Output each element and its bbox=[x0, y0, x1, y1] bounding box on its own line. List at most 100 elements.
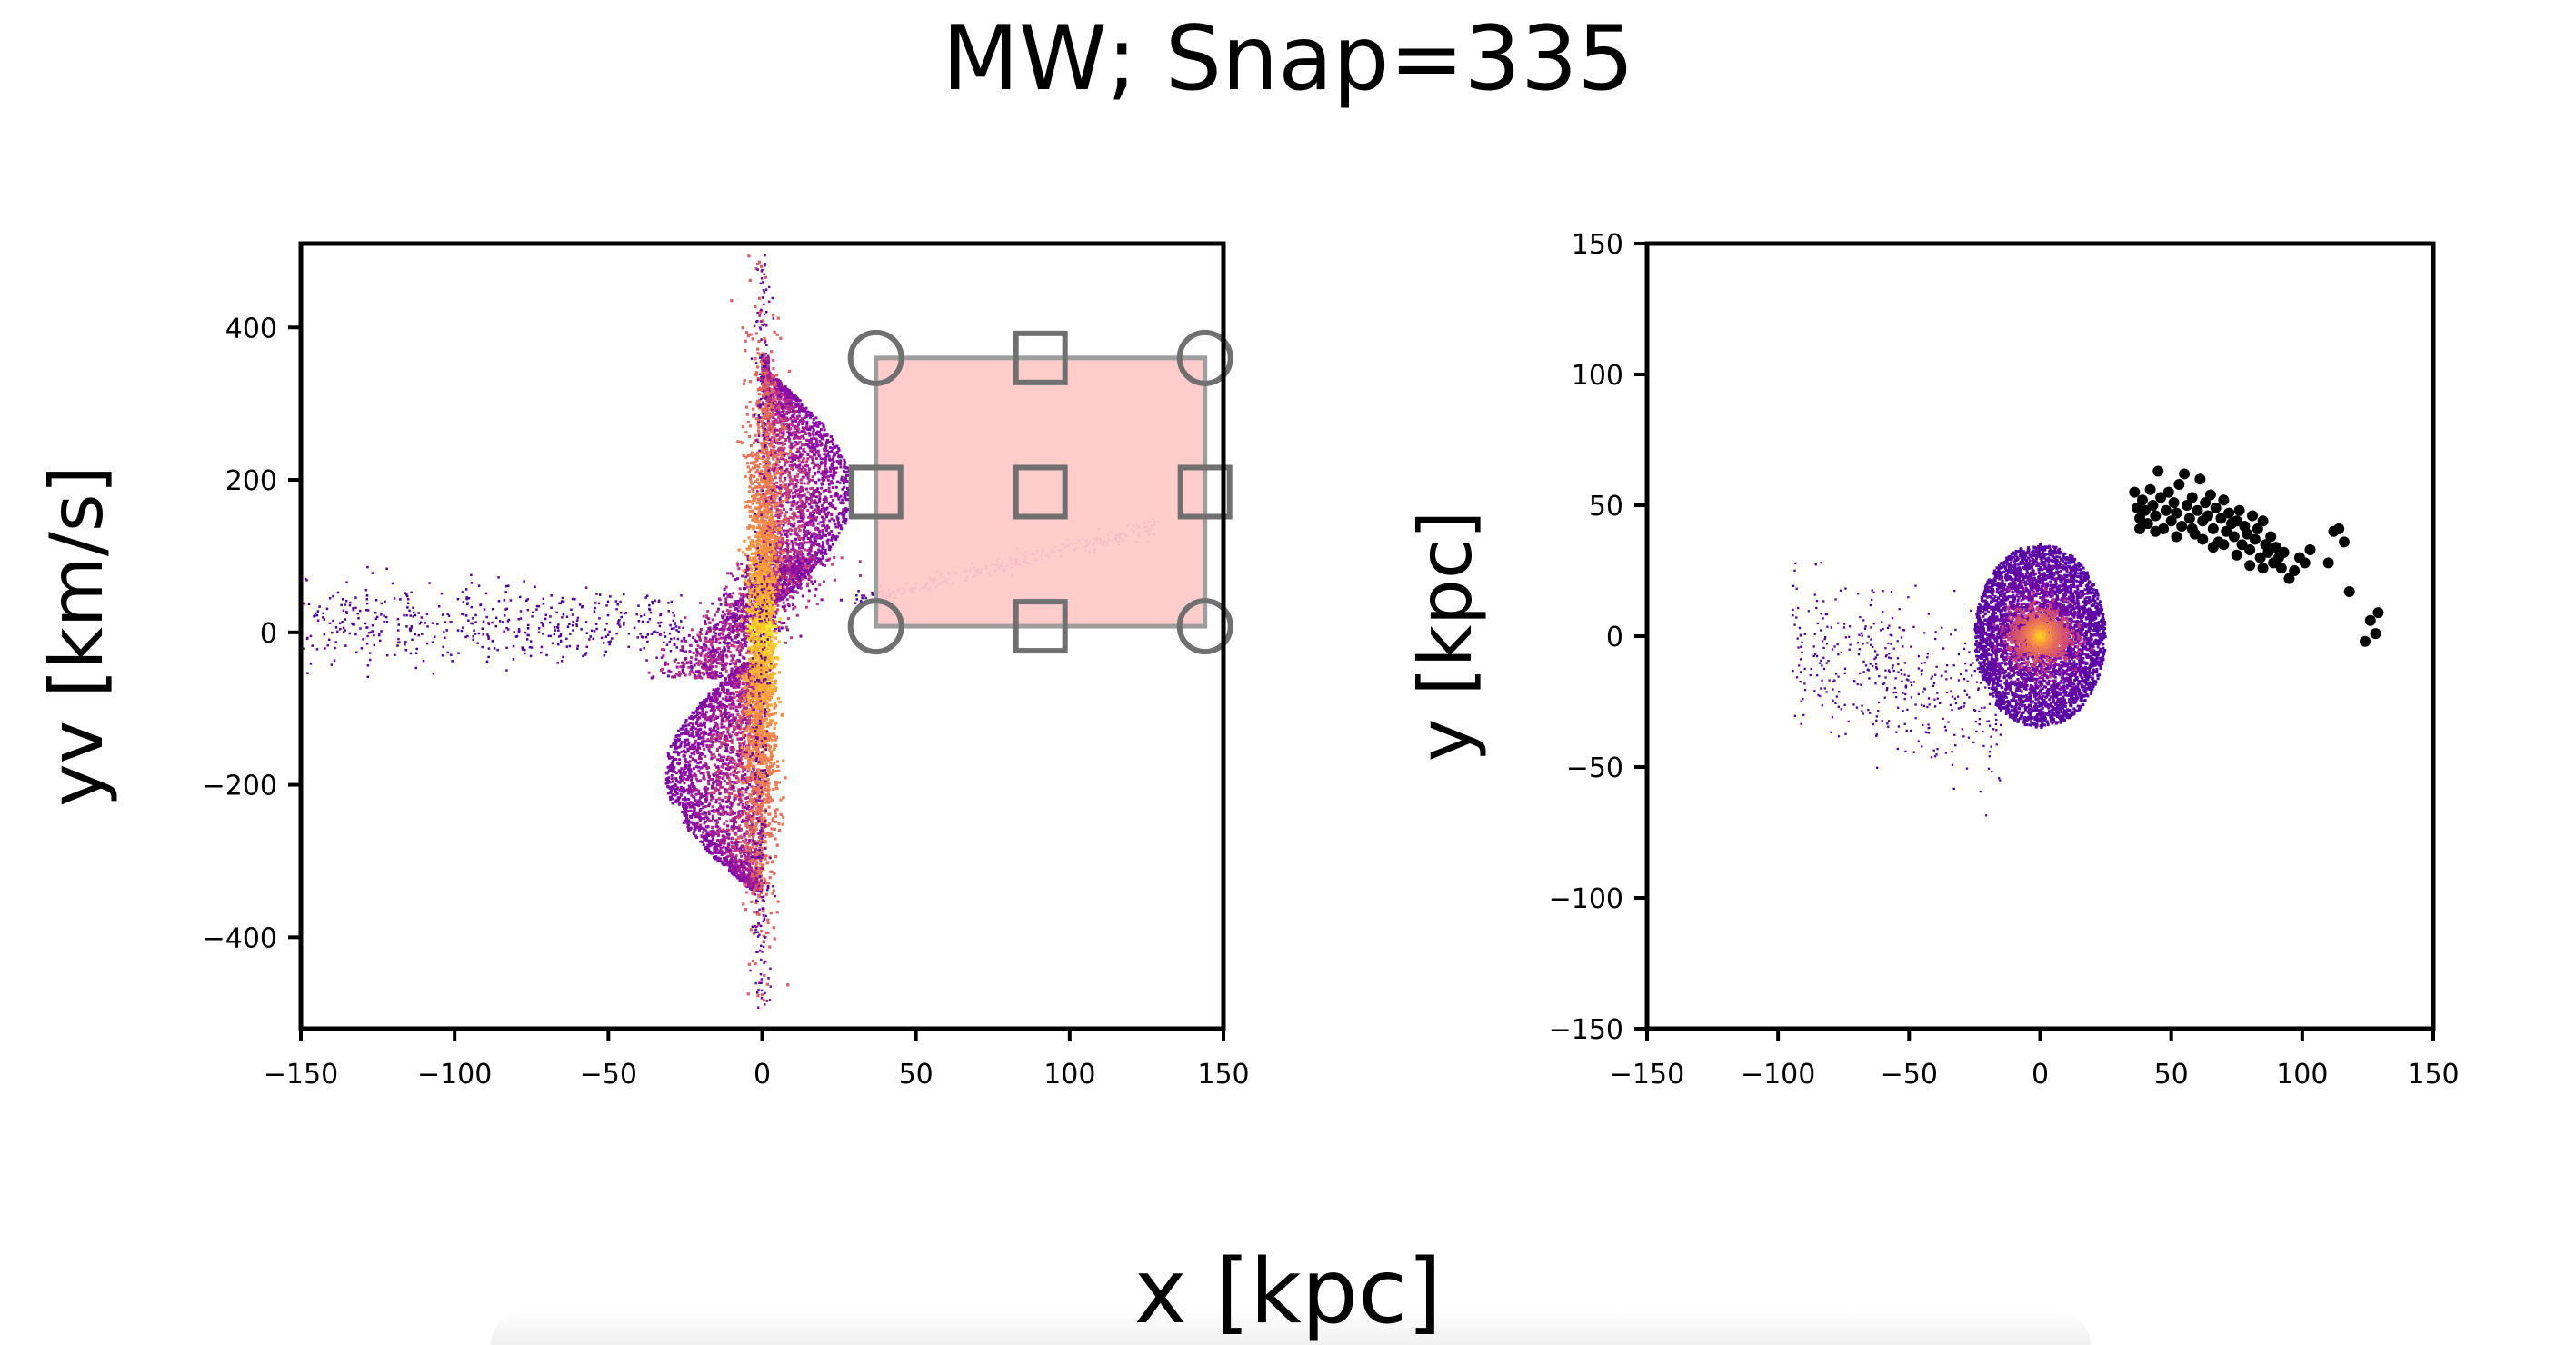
density-point bbox=[793, 522, 796, 525]
density-point bbox=[562, 613, 565, 616]
density-point bbox=[733, 770, 736, 773]
density-point bbox=[605, 622, 608, 625]
density-point bbox=[745, 857, 749, 861]
density-point bbox=[803, 467, 806, 471]
density-point bbox=[806, 482, 810, 485]
density-point bbox=[685, 760, 689, 763]
density-point bbox=[816, 522, 820, 525]
density-point bbox=[686, 788, 690, 792]
density-point bbox=[823, 474, 826, 478]
density-point bbox=[721, 716, 724, 720]
density-point bbox=[669, 797, 673, 801]
density-point bbox=[733, 782, 736, 785]
density-point bbox=[720, 839, 724, 842]
density-point bbox=[734, 874, 738, 878]
density-point bbox=[739, 757, 743, 761]
density-point bbox=[594, 623, 598, 625]
density-point bbox=[720, 725, 724, 729]
density-point bbox=[705, 698, 709, 702]
density-point bbox=[670, 762, 674, 765]
density-point bbox=[707, 839, 711, 842]
density-point bbox=[474, 613, 477, 617]
density-point bbox=[396, 644, 399, 647]
density-point bbox=[754, 789, 757, 792]
density-point bbox=[756, 675, 760, 679]
density-point bbox=[404, 648, 407, 652]
density-point bbox=[717, 788, 721, 792]
density-point bbox=[648, 608, 652, 612]
density-point bbox=[817, 548, 821, 552]
density-point bbox=[426, 625, 429, 628]
density-point bbox=[778, 446, 782, 450]
density-point bbox=[691, 711, 694, 714]
density-point bbox=[740, 668, 744, 672]
density-point bbox=[710, 839, 714, 842]
density-point bbox=[486, 633, 489, 636]
density-point bbox=[770, 423, 774, 426]
density-point bbox=[724, 846, 728, 850]
density-point bbox=[654, 599, 656, 603]
density-point bbox=[725, 791, 729, 794]
density-point bbox=[817, 466, 821, 470]
density-point bbox=[609, 640, 612, 643]
density-point bbox=[801, 543, 804, 547]
density-point bbox=[710, 705, 714, 709]
density-point bbox=[809, 500, 813, 503]
density-point bbox=[729, 735, 732, 739]
density-point bbox=[687, 797, 691, 801]
density-point bbox=[738, 741, 742, 744]
density-point bbox=[740, 762, 744, 765]
density-point bbox=[721, 732, 724, 735]
density-point bbox=[412, 615, 415, 618]
density-point bbox=[803, 525, 806, 529]
density-point bbox=[721, 776, 724, 780]
density-point bbox=[800, 546, 804, 550]
density-point bbox=[707, 746, 711, 750]
density-point bbox=[724, 860, 728, 863]
density-point bbox=[542, 623, 544, 625]
density-point bbox=[542, 597, 545, 601]
density-point bbox=[497, 600, 501, 603]
density-point bbox=[727, 715, 731, 719]
density-point bbox=[682, 778, 685, 782]
density-point bbox=[568, 644, 572, 648]
density-point bbox=[366, 634, 369, 638]
density-point bbox=[717, 707, 721, 711]
density-point bbox=[571, 613, 574, 616]
density-point bbox=[462, 613, 465, 616]
density-point bbox=[744, 689, 747, 692]
density-point bbox=[725, 788, 729, 792]
density-point bbox=[750, 884, 754, 888]
density-point bbox=[383, 620, 385, 623]
density-point bbox=[616, 623, 620, 625]
density-point bbox=[754, 824, 758, 828]
density-point bbox=[755, 879, 759, 882]
density-point bbox=[637, 620, 641, 623]
density-point bbox=[831, 533, 834, 537]
density-point bbox=[720, 830, 724, 833]
density-point bbox=[669, 637, 673, 641]
density-point bbox=[765, 516, 769, 520]
density-point bbox=[715, 734, 719, 738]
density-point bbox=[814, 488, 818, 492]
density-point bbox=[742, 704, 745, 708]
density-point bbox=[756, 889, 760, 892]
density-point bbox=[795, 415, 799, 419]
density-point bbox=[794, 405, 797, 409]
density-point bbox=[374, 611, 377, 614]
density-point bbox=[707, 842, 711, 846]
density-point bbox=[736, 672, 740, 676]
density-point bbox=[698, 761, 702, 764]
density-point bbox=[671, 768, 674, 772]
density-point bbox=[760, 709, 764, 712]
density-point bbox=[688, 733, 692, 737]
density-point bbox=[734, 821, 738, 824]
density-point bbox=[794, 484, 798, 488]
density-point bbox=[615, 608, 618, 611]
density-point bbox=[729, 863, 733, 867]
density-point bbox=[734, 768, 737, 772]
density-point bbox=[740, 787, 744, 791]
density-point bbox=[827, 450, 831, 453]
density-point bbox=[741, 742, 744, 745]
density-point bbox=[748, 847, 752, 851]
